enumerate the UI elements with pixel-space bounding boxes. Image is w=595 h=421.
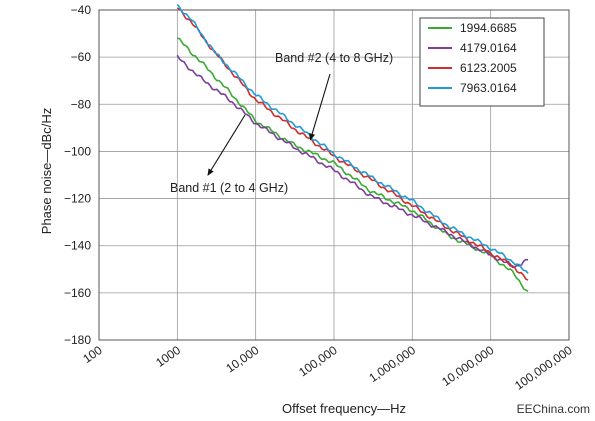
band1-label: Band #1 (2 to 4 GHz) [170,181,288,195]
y-axis-label: Phase noise—dBc/Hz [39,108,54,234]
x-tick-label: 10,000 [223,343,261,376]
y-tick-label: −120 [64,192,91,206]
series-line-7963-0164 [176,3,529,274]
x-tick-label: 100,000,000 [512,343,575,393]
legend: 1994.6685 4179.0164 6123.2005 7963.0164 [419,17,545,107]
band2-label: Band #2 (4 to 8 GHz) [275,51,393,65]
legend-label: 6123.2005 [460,61,517,75]
annotations: Band #2 (4 to 8 GHz) Band #1 (2 to 4 GHz) [170,51,393,195]
y-tick-label: −60 [71,50,92,64]
legend-label: 4179.0164 [460,41,517,55]
series-layer [176,3,529,293]
series-line-4179-0164 [176,54,529,269]
legend-label: 7963.0164 [460,81,517,95]
y-tick-label: −40 [71,3,92,17]
y-tick-label: −160 [64,286,91,300]
band1-arrow [207,114,246,176]
x-tick-label: 1,000,000 [366,343,418,385]
band2-arrow [309,73,331,141]
x-tick-label: 100,000 [296,343,340,380]
plot-border [98,9,570,341]
legend-box [419,17,545,107]
x-axis-label: Offset frequency—Hz [282,401,406,416]
y-tick-label: −80 [71,97,92,111]
y-tick-label: −100 [64,144,91,158]
legend-label: 1994.6685 [460,21,517,35]
y-tick-label: −140 [64,239,91,253]
x-tick-label: 10,000,000 [439,343,496,389]
plot-frame [98,9,570,341]
x-tick-label: 1000 [153,343,183,370]
watermark: EEChina.com [517,402,590,416]
y-tick-label: −180 [64,333,91,347]
